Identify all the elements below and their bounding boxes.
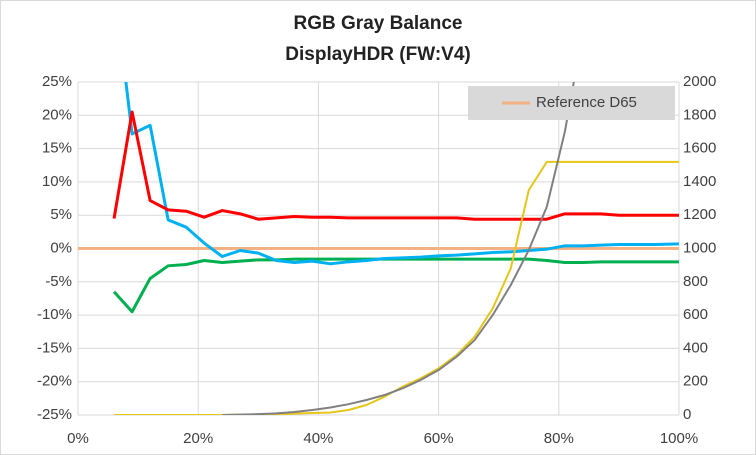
y2-tick-label: 1200: [683, 206, 716, 223]
x-tick-label: 0%: [67, 430, 89, 447]
x-tick-label: 40%: [303, 430, 333, 447]
y2-tick-label: 1600: [683, 140, 716, 157]
y-tick-label: 15%: [42, 140, 72, 157]
series-line: [112, 110, 679, 221]
x-tick-label: 60%: [424, 430, 454, 447]
x-tick-label: 20%: [183, 430, 213, 447]
y2-tick-label: 0: [683, 406, 691, 423]
y2-tick-label: 200: [683, 373, 708, 390]
y2-tick-label: 1800: [683, 106, 716, 123]
y2-tick-label: 2000: [683, 73, 716, 90]
y-tick-label: 20%: [42, 106, 72, 123]
chart-subtitle: DisplayHDR (FW:V4): [285, 44, 470, 65]
y2-tick-label: 400: [683, 339, 708, 356]
y-tick-label: -20%: [37, 373, 72, 390]
y-tick-label: -5%: [45, 273, 72, 290]
y-tick-label: 5%: [50, 206, 72, 223]
y-tick-label: -10%: [37, 306, 72, 323]
x-tick-label: 100%: [660, 430, 698, 447]
y-tick-label: -15%: [37, 339, 72, 356]
series-line: [222, 82, 575, 415]
x-tick-label: 80%: [544, 430, 574, 447]
legend-label: Reference D65: [536, 94, 637, 111]
plot-area: [78, 82, 679, 415]
y-tick-label: 25%: [42, 73, 72, 90]
y2-tick-label: 1400: [683, 173, 716, 190]
legend: Reference D65: [468, 86, 675, 120]
y-tick-label: 0%: [50, 239, 72, 256]
y2-tick-label: 600: [683, 306, 708, 323]
axes: -25% -20% -15% -10% -5% 0% 5% 10% 15% 20% 25% 0% 20%…: [37, 73, 716, 447]
y2-tick-label: 800: [683, 273, 708, 290]
y2-tick-label: 1000: [683, 239, 716, 256]
y-tick-label: -25%: [37, 406, 72, 423]
y-tick-label: 10%: [42, 173, 72, 190]
chart-title: RGB Gray Balance: [294, 13, 463, 34]
series-line: [124, 82, 679, 266]
